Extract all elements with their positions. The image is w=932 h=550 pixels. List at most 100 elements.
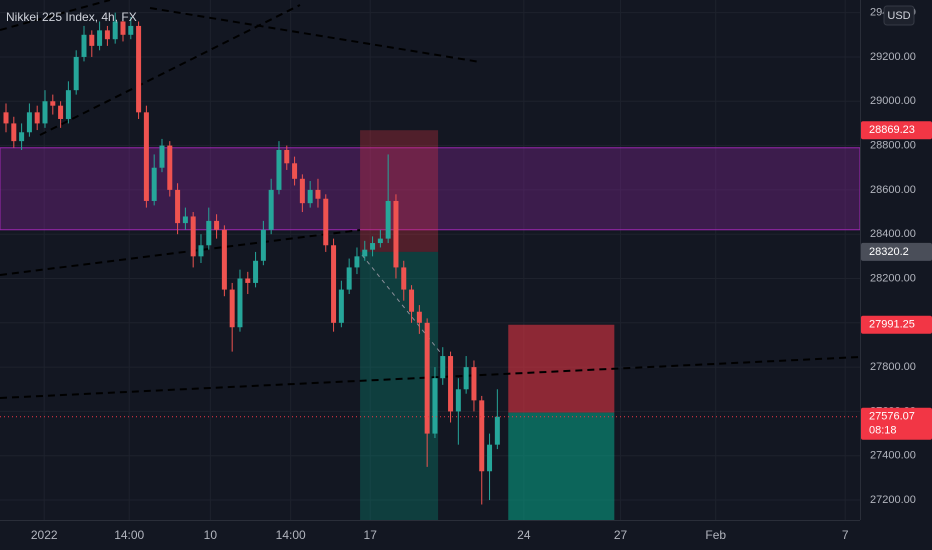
position-target [508,412,615,520]
position-stop [508,324,615,413]
candle-body [385,200,391,239]
time-axis [0,520,860,550]
candle-body [58,105,64,119]
price-label: 27991.25 [869,319,915,331]
candle-body [432,378,438,434]
candle-body [198,245,204,257]
candle-body [362,249,368,257]
candle-body [463,367,469,390]
candle-body [315,189,321,199]
price-label-box [861,315,932,334]
candle-body [159,145,165,168]
candle-body [128,25,134,35]
candle-body [50,101,56,106]
candle-body [182,216,188,224]
candle-body [268,189,274,230]
candle-body [175,189,181,224]
candle-body [323,198,329,246]
candle-body [370,243,376,250]
y-tick-label: 27200.00 [870,494,916,506]
price-label-box [861,242,932,261]
candle-body [229,289,235,328]
price-label: 27576.07 [869,411,915,423]
candle-body [448,356,454,412]
candle-body [3,112,9,124]
currency-button[interactable] [883,5,915,26]
candle-body [307,189,313,204]
x-tick-label: 14:00 [276,528,306,542]
candle-body [424,322,430,434]
candle-body [81,34,87,57]
candle-body [416,311,422,323]
candle-body [136,25,142,113]
x-tick-label: 2022 [31,528,58,542]
candle-body [73,56,79,91]
y-tick-label: 29000.00 [870,95,916,107]
candle-body [11,123,17,142]
price-label: 28320.2 [869,246,909,258]
candle-body [214,220,220,230]
position-stop [360,130,439,252]
trend-line [149,7,481,63]
candle-body [494,416,500,445]
x-tick-label: Feb [705,528,726,542]
zones [0,130,860,520]
candle-body [331,245,337,323]
y-tick-label: 28200.00 [870,272,916,284]
candle-body [354,256,360,268]
candle-body [346,267,352,290]
candle-body [393,200,399,268]
candle-body [120,21,126,35]
candle-body [401,267,407,290]
candle-body [143,112,149,201]
y-tick-label: 28800.00 [870,139,916,151]
y-tick-label: 29200.00 [870,51,916,63]
candle-body [409,289,415,312]
candle-body [97,30,103,46]
x-tick-label: 27 [614,528,628,542]
candle-body [245,278,251,283]
candle-body [34,112,40,124]
candle-body [26,112,32,133]
x-tick-label: 14:00 [114,528,144,542]
candle-body [338,289,344,323]
candle-body [237,278,243,328]
x-tick-label: 17 [364,528,378,542]
trend-lines [0,0,860,399]
x-tick-label: 10 [204,528,218,542]
candle-body [65,90,71,119]
candle-body [167,145,173,190]
price-label-box [861,407,932,440]
grid [0,0,860,520]
y-tick-label: 27400.00 [870,450,916,462]
candle-body [487,444,493,472]
candle-body [479,400,485,472]
countdown: 08:18 [869,425,897,437]
axis-labels: 27200.0027400.0027600.0027800.0028000.00… [31,7,932,542]
candle-body [89,34,95,46]
candle-body [377,238,383,244]
candle-body [455,389,461,412]
candle-body [151,167,157,201]
candle-body [206,220,212,246]
y-tick-label: 28600.00 [870,184,916,196]
price-axis [860,0,932,550]
y-tick-label: 28400.00 [870,228,916,240]
candle-body [299,178,305,204]
candle-body [440,356,446,379]
trend-line [0,229,361,276]
trend-line [39,4,301,136]
candle-body [19,132,25,142]
x-tick-label: 24 [517,528,531,542]
x-tick-label: 7 [842,528,849,542]
currency-label[interactable]: USD [887,10,910,22]
candle-body [253,260,259,283]
candle-body [284,149,290,164]
candle-body [276,149,282,190]
y-tick-label: 27800.00 [870,361,916,373]
candle-body [471,367,477,401]
candle-body [42,101,48,124]
